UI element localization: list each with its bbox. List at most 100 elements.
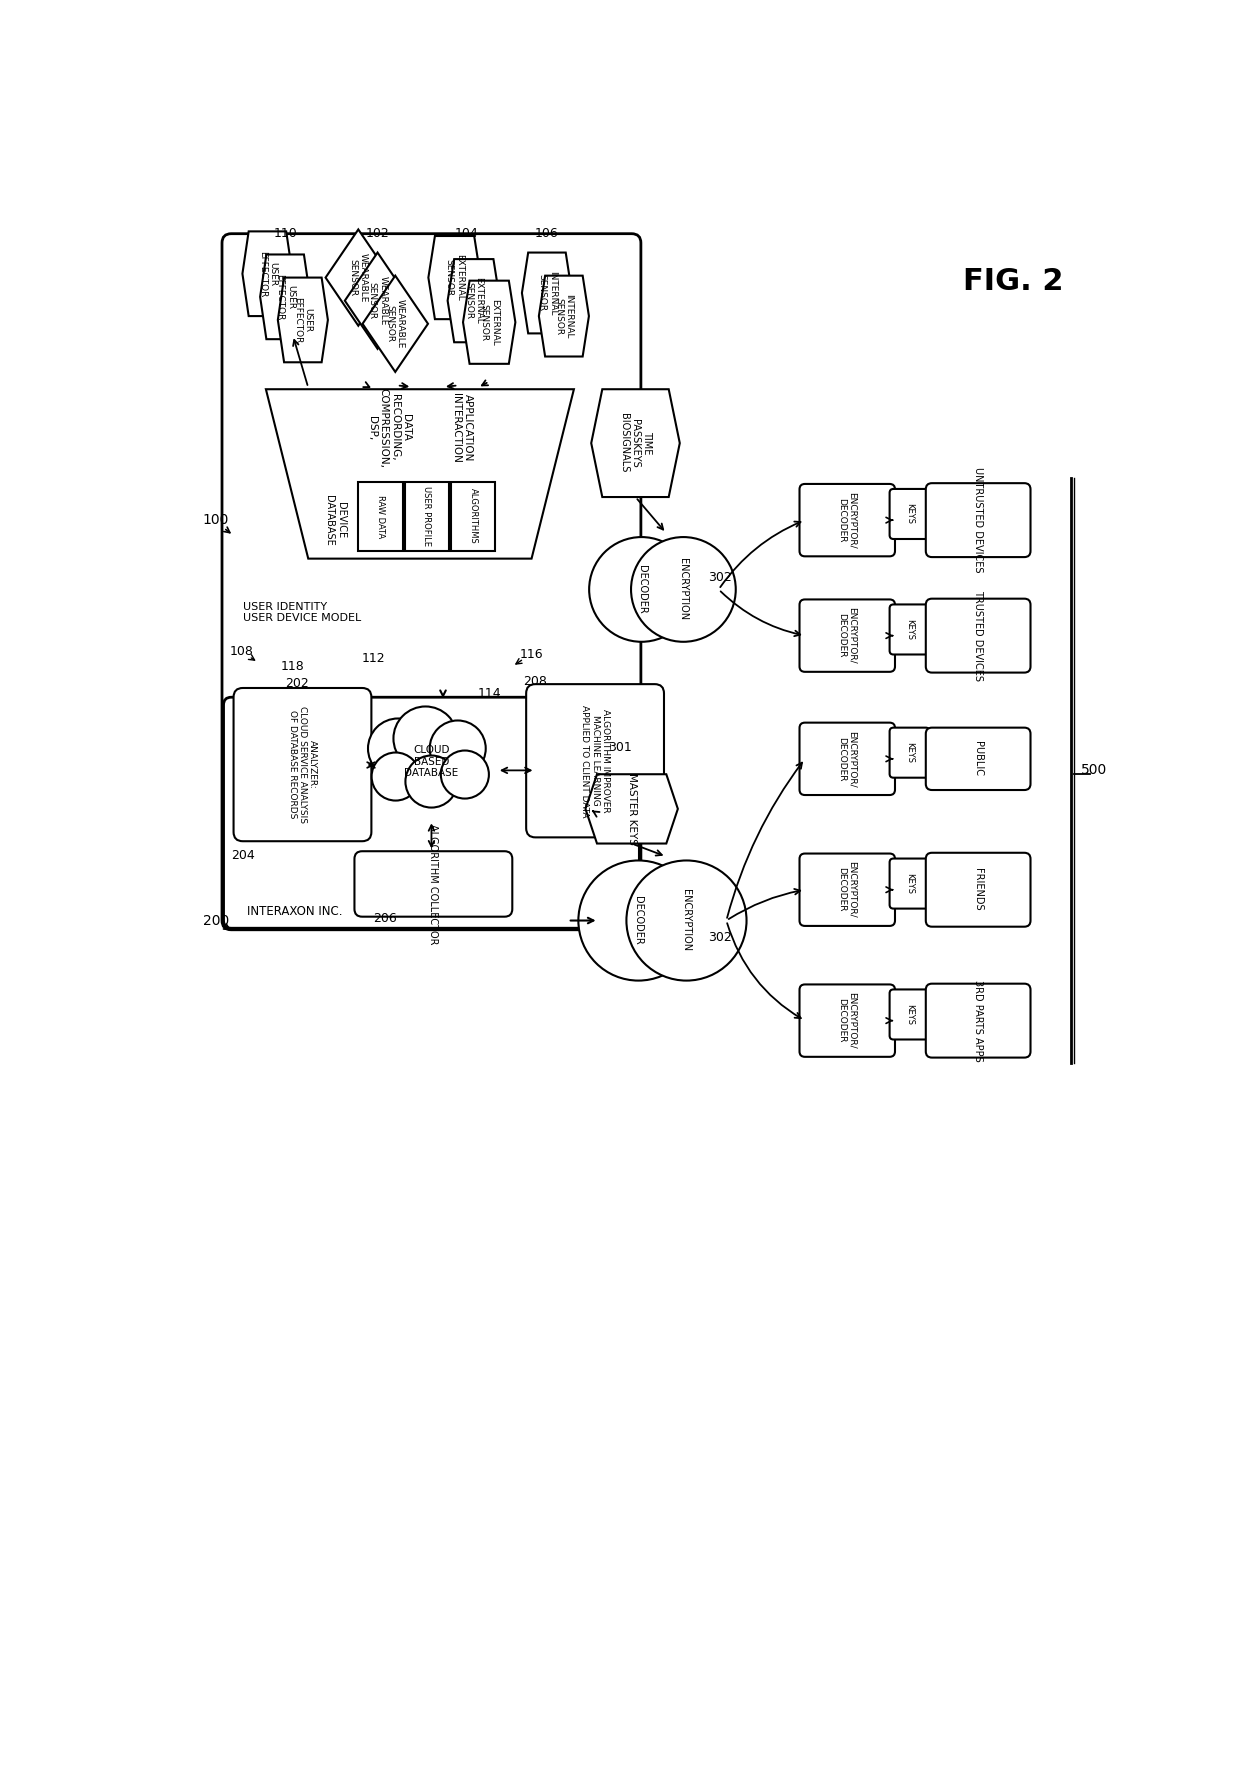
Text: USER IDENTITY
USER DEVICE MODEL: USER IDENTITY USER DEVICE MODEL [243, 602, 361, 624]
Text: 112: 112 [362, 652, 386, 665]
Text: DEVICE
DATABASE: DEVICE DATABASE [325, 495, 346, 545]
Bar [358, 482, 403, 550]
Text: INTERNAL
SENSOR: INTERNAL SENSOR [537, 270, 557, 315]
Circle shape [405, 756, 458, 808]
Text: 100: 100 [202, 513, 229, 527]
Text: PUBLIC: PUBLIC [973, 742, 983, 776]
Polygon shape [242, 231, 293, 316]
Text: INTERAXON INC.: INTERAXON INC. [247, 904, 342, 919]
FancyBboxPatch shape [889, 990, 930, 1040]
Text: 302: 302 [708, 572, 732, 584]
Text: EXTERNAL
SENSOR: EXTERNAL SENSOR [480, 298, 498, 345]
Text: 500: 500 [1080, 763, 1107, 777]
FancyBboxPatch shape [889, 858, 930, 908]
Circle shape [626, 861, 746, 981]
Text: 102: 102 [366, 227, 389, 239]
FancyBboxPatch shape [355, 851, 512, 917]
Text: TRUSTED DEVICES: TRUSTED DEVICES [973, 590, 983, 681]
Circle shape [368, 718, 428, 779]
FancyBboxPatch shape [800, 484, 895, 556]
Text: ENCRYPTOR/
DECODER: ENCRYPTOR/ DECODER [837, 731, 857, 786]
Text: ENCRYPTOR/
DECODER: ENCRYPTOR/ DECODER [837, 491, 857, 549]
Circle shape [393, 706, 458, 770]
Polygon shape [278, 277, 327, 363]
FancyBboxPatch shape [926, 983, 1030, 1058]
Text: INTERNAL
SENSOR: INTERNAL SENSOR [554, 293, 574, 338]
FancyBboxPatch shape [800, 985, 895, 1056]
FancyBboxPatch shape [926, 727, 1030, 790]
Polygon shape [448, 259, 500, 343]
Text: TIME
PASSKEYS
BIOSIGNALS: TIME PASSKEYS BIOSIGNALS [619, 413, 652, 474]
Text: RAW DATA: RAW DATA [376, 495, 386, 538]
FancyBboxPatch shape [889, 727, 930, 777]
Text: KEYS: KEYS [905, 618, 914, 640]
FancyBboxPatch shape [526, 684, 663, 838]
Text: ALGORITHMS: ALGORITHMS [469, 488, 477, 545]
FancyBboxPatch shape [800, 722, 895, 795]
Text: WEARABLE
SENSOR: WEARABLE SENSOR [368, 275, 387, 325]
Text: FIG. 2: FIG. 2 [962, 266, 1063, 297]
Text: DATA
RECORDING,
COMPRESSION,
DSP,: DATA RECORDING, COMPRESSION, DSP, [367, 388, 412, 468]
Text: USER
EFFECTOR: USER EFFECTOR [275, 273, 295, 320]
Text: ENCRYPTOR/
DECODER: ENCRYPTOR/ DECODER [837, 992, 857, 1049]
Polygon shape [326, 229, 391, 325]
Text: 108: 108 [229, 645, 253, 658]
FancyBboxPatch shape [926, 852, 1030, 927]
Polygon shape [345, 252, 410, 348]
Text: ENCRYPTION: ENCRYPTION [678, 558, 688, 620]
Text: ENCRYPTOR/
DECODER: ENCRYPTOR/ DECODER [837, 861, 857, 919]
Text: 116: 116 [520, 649, 543, 661]
FancyBboxPatch shape [926, 599, 1030, 672]
Polygon shape [362, 275, 428, 372]
FancyBboxPatch shape [889, 490, 930, 540]
Text: 118: 118 [281, 659, 305, 674]
Text: ENCRYPTOR/
DECODER: ENCRYPTOR/ DECODER [837, 608, 857, 665]
Text: 104: 104 [454, 227, 477, 239]
Polygon shape [522, 252, 572, 334]
Text: 302: 302 [708, 931, 732, 944]
Text: WEARABLE
SENSOR: WEARABLE SENSOR [348, 254, 368, 302]
Text: FRIENDS: FRIENDS [973, 868, 983, 911]
FancyBboxPatch shape [889, 604, 930, 654]
Text: KEYS: KEYS [905, 1004, 914, 1026]
Circle shape [631, 538, 735, 642]
Polygon shape [428, 236, 481, 320]
Circle shape [441, 751, 489, 799]
Polygon shape [585, 774, 678, 843]
Text: APPLICATION
INTERACTION: APPLICATION INTERACTION [451, 393, 472, 463]
Text: USER PROFILE: USER PROFILE [423, 486, 432, 547]
Text: 200: 200 [202, 913, 229, 927]
Text: 206: 206 [373, 913, 397, 926]
Text: 114: 114 [477, 686, 501, 701]
Text: KEYS: KEYS [905, 504, 914, 524]
Text: ALGORITHM COLLECTOR: ALGORITHM COLLECTOR [428, 824, 439, 944]
Text: 106: 106 [536, 227, 559, 239]
Text: 3RD PARTS APPS: 3RD PARTS APPS [973, 979, 983, 1061]
FancyBboxPatch shape [233, 688, 372, 842]
Text: 301: 301 [609, 742, 632, 754]
Bar [450, 482, 495, 550]
FancyBboxPatch shape [800, 599, 895, 672]
Text: 202: 202 [285, 677, 309, 690]
Circle shape [589, 538, 694, 642]
Polygon shape [265, 390, 574, 559]
Circle shape [430, 720, 486, 777]
FancyBboxPatch shape [926, 482, 1030, 558]
Text: EXTERNAL
SENSOR: EXTERNAL SENSOR [464, 277, 484, 323]
Circle shape [578, 861, 698, 981]
Text: MASTER KEYS: MASTER KEYS [626, 774, 636, 845]
FancyBboxPatch shape [800, 854, 895, 926]
Circle shape [372, 752, 419, 801]
Bar [404, 482, 449, 550]
Text: KEYS: KEYS [905, 874, 914, 894]
Text: UNTRUSTED DEVICES: UNTRUSTED DEVICES [973, 468, 983, 574]
Text: USER
EFFECTOR: USER EFFECTOR [258, 250, 277, 297]
Text: WEARABLE
SENSOR: WEARABLE SENSOR [386, 298, 405, 348]
Text: ANALYZER:
CLOUD SERVICE ANALYSIS
OF DATABASE RECORDS: ANALYZER: CLOUD SERVICE ANALYSIS OF DATA… [288, 706, 317, 824]
Text: EXTERNAL
SENSOR: EXTERNAL SENSOR [445, 254, 464, 300]
FancyBboxPatch shape [222, 234, 641, 929]
Text: DECODER: DECODER [634, 895, 644, 945]
FancyBboxPatch shape [223, 697, 640, 927]
Polygon shape [591, 390, 680, 497]
Polygon shape [539, 275, 589, 356]
